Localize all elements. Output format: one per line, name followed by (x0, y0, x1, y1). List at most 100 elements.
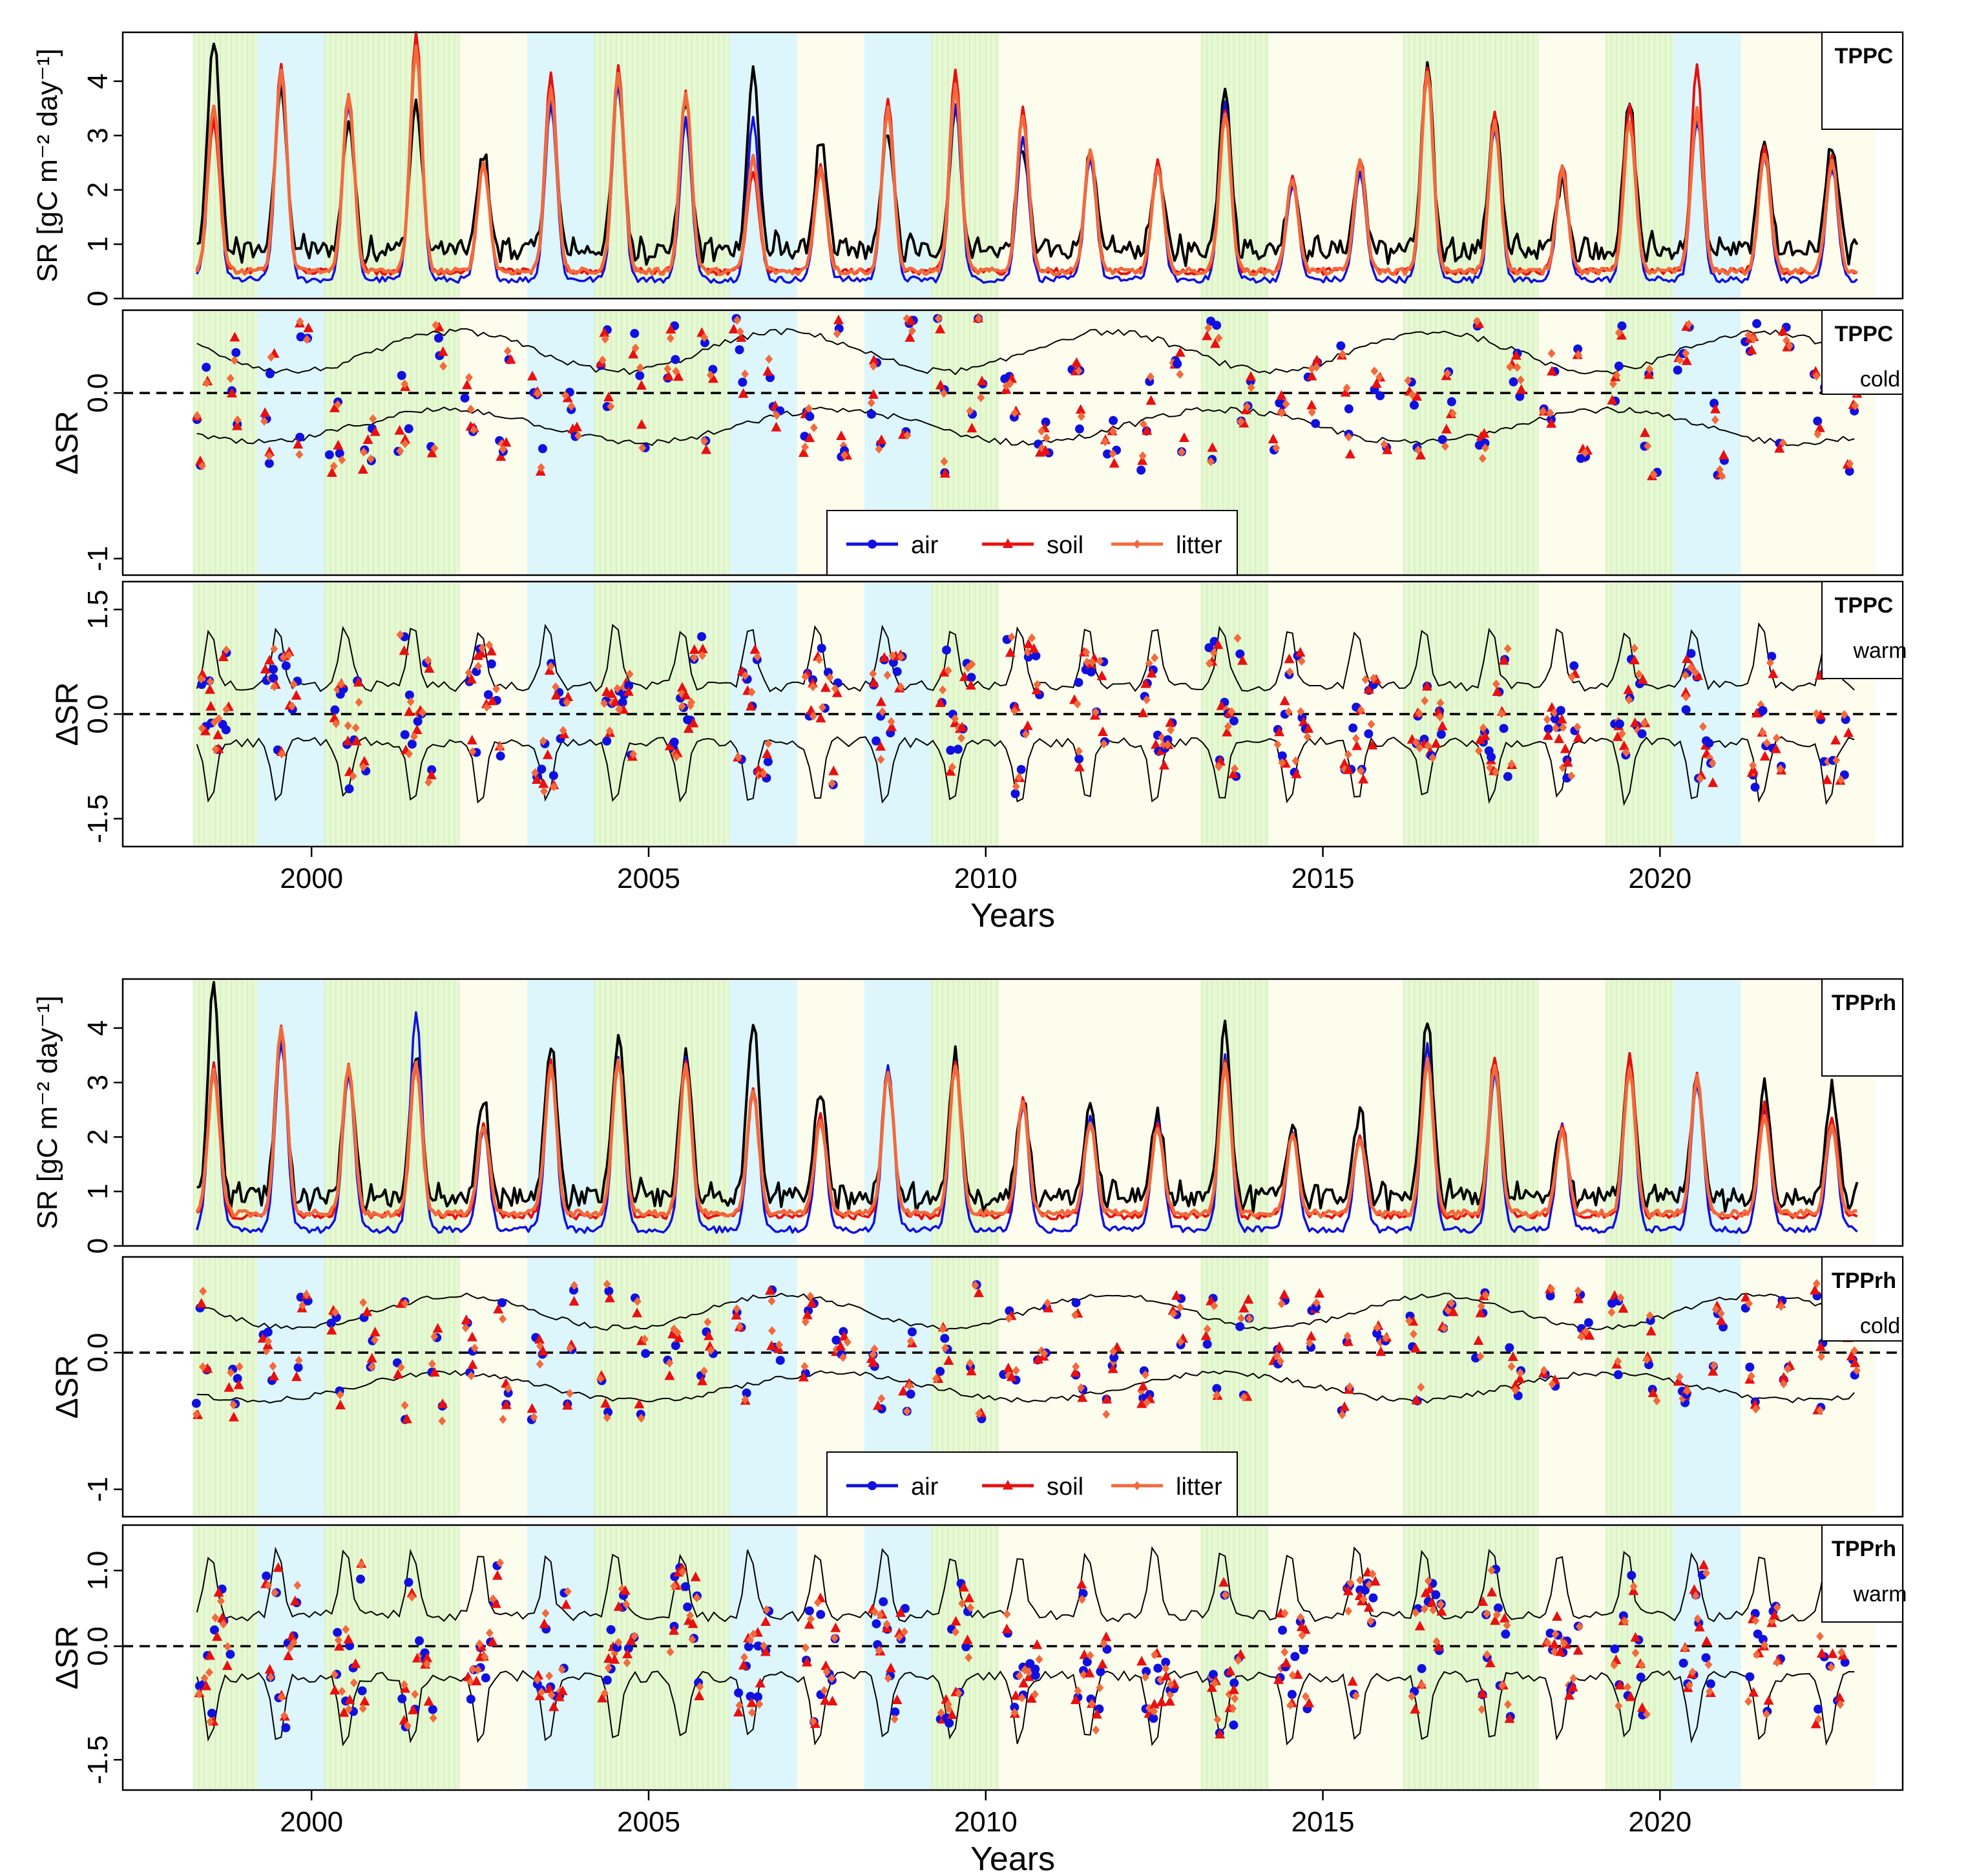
point-soil (623, 686, 634, 696)
point-soil (569, 1296, 580, 1306)
point-litter (625, 669, 634, 679)
point-litter (563, 698, 571, 708)
point-soil (625, 1635, 636, 1645)
point-litter (1176, 1303, 1184, 1312)
point-litter (1272, 443, 1281, 453)
point-litter (1368, 1569, 1377, 1579)
point-litter (538, 1687, 546, 1697)
point-litter (666, 1647, 675, 1657)
point-soil (1644, 369, 1655, 379)
point-soil (1475, 734, 1486, 744)
point-air (805, 412, 815, 421)
point-litter (1609, 379, 1617, 389)
point-litter (1837, 1647, 1846, 1657)
point-air (946, 745, 956, 755)
point-soil (1215, 755, 1226, 766)
point-litter (1298, 1630, 1306, 1640)
background-period (325, 1526, 460, 1789)
point-litter (1356, 1576, 1365, 1585)
point-litter (1624, 1682, 1632, 1692)
point-soil (492, 1570, 503, 1580)
point-litter (1685, 319, 1693, 329)
point-litter (1109, 449, 1117, 459)
point-litter (1366, 1616, 1375, 1626)
point-litter (869, 361, 877, 371)
point-litter (1042, 433, 1051, 443)
point-litter (1010, 706, 1019, 716)
point-soil (289, 1596, 300, 1606)
point-litter (465, 668, 473, 677)
point-litter (1015, 773, 1023, 783)
point-soil (680, 690, 691, 700)
point-litter (1404, 375, 1412, 385)
dsr-panel-TPPrh-warm: -1.5 0.0 1.0 ΔSR TPPrh warm (50, 1524, 1907, 1791)
point-soil (1843, 727, 1854, 737)
point-litter (1761, 1640, 1769, 1650)
point-soil (1699, 1559, 1710, 1570)
point-soil (950, 1616, 961, 1626)
point-litter (800, 442, 809, 452)
point-soil (828, 765, 839, 775)
point-litter (1229, 1703, 1237, 1713)
panel-label-sub: cold (1860, 1314, 1900, 1338)
point-litter (1646, 364, 1654, 374)
point-litter (566, 1389, 574, 1398)
point-soil (1810, 1285, 1821, 1295)
point-soil (329, 1685, 340, 1695)
point-air (603, 1407, 613, 1417)
point-soil (326, 1325, 337, 1335)
point-soil (222, 1660, 233, 1670)
point-soil (1107, 1363, 1118, 1373)
point-litter (1078, 1595, 1086, 1605)
point-litter (1766, 658, 1774, 668)
point-litter (1487, 1565, 1496, 1575)
point-litter (359, 762, 368, 772)
point-litter (366, 454, 375, 464)
point-litter (1642, 1709, 1651, 1719)
point-soil (939, 666, 950, 677)
background-period (325, 311, 460, 574)
point-air (1438, 435, 1447, 445)
point-soil (273, 1562, 284, 1572)
panel-label-box (1821, 32, 1903, 130)
point-air (1344, 404, 1354, 414)
panel-label-box (1821, 1256, 1903, 1342)
point-soil (260, 664, 271, 674)
point-soil (1741, 1292, 1752, 1302)
point-litter (1086, 1650, 1094, 1660)
point-air (1041, 417, 1051, 427)
point-litter (903, 430, 912, 440)
point-soil (665, 324, 676, 334)
point-soil (227, 387, 238, 397)
point-litter (1151, 1650, 1159, 1660)
point-air (1204, 643, 1214, 653)
point-litter (369, 414, 377, 423)
point-litter (1443, 368, 1452, 378)
point-soil (701, 444, 712, 454)
point-litter (1343, 1331, 1352, 1341)
point-soil (1097, 726, 1108, 737)
x-tick-label: 2010 (954, 1806, 1018, 1838)
point-air (1840, 1658, 1850, 1667)
point-soil (562, 1400, 573, 1410)
point-soil (1510, 1379, 1521, 1389)
point-litter (1286, 667, 1294, 677)
point-litter (496, 743, 504, 752)
point-litter (344, 1704, 353, 1714)
point-soil (1291, 768, 1302, 779)
point-litter (504, 1384, 512, 1393)
point-soil (1748, 1687, 1759, 1697)
point-litter (277, 1692, 286, 1702)
point-soil (804, 1619, 815, 1629)
legend-label-soil: soil (1047, 1473, 1083, 1501)
point-litter (806, 1291, 815, 1301)
point-litter (1245, 1314, 1253, 1323)
point-soil (1268, 434, 1279, 444)
point-soil (362, 1306, 373, 1316)
point-soil (600, 1398, 611, 1408)
point-litter (466, 405, 475, 414)
point-litter (1277, 1299, 1286, 1309)
point-soil (1573, 732, 1584, 742)
point-litter (295, 450, 304, 459)
point-soil (1150, 739, 1161, 749)
